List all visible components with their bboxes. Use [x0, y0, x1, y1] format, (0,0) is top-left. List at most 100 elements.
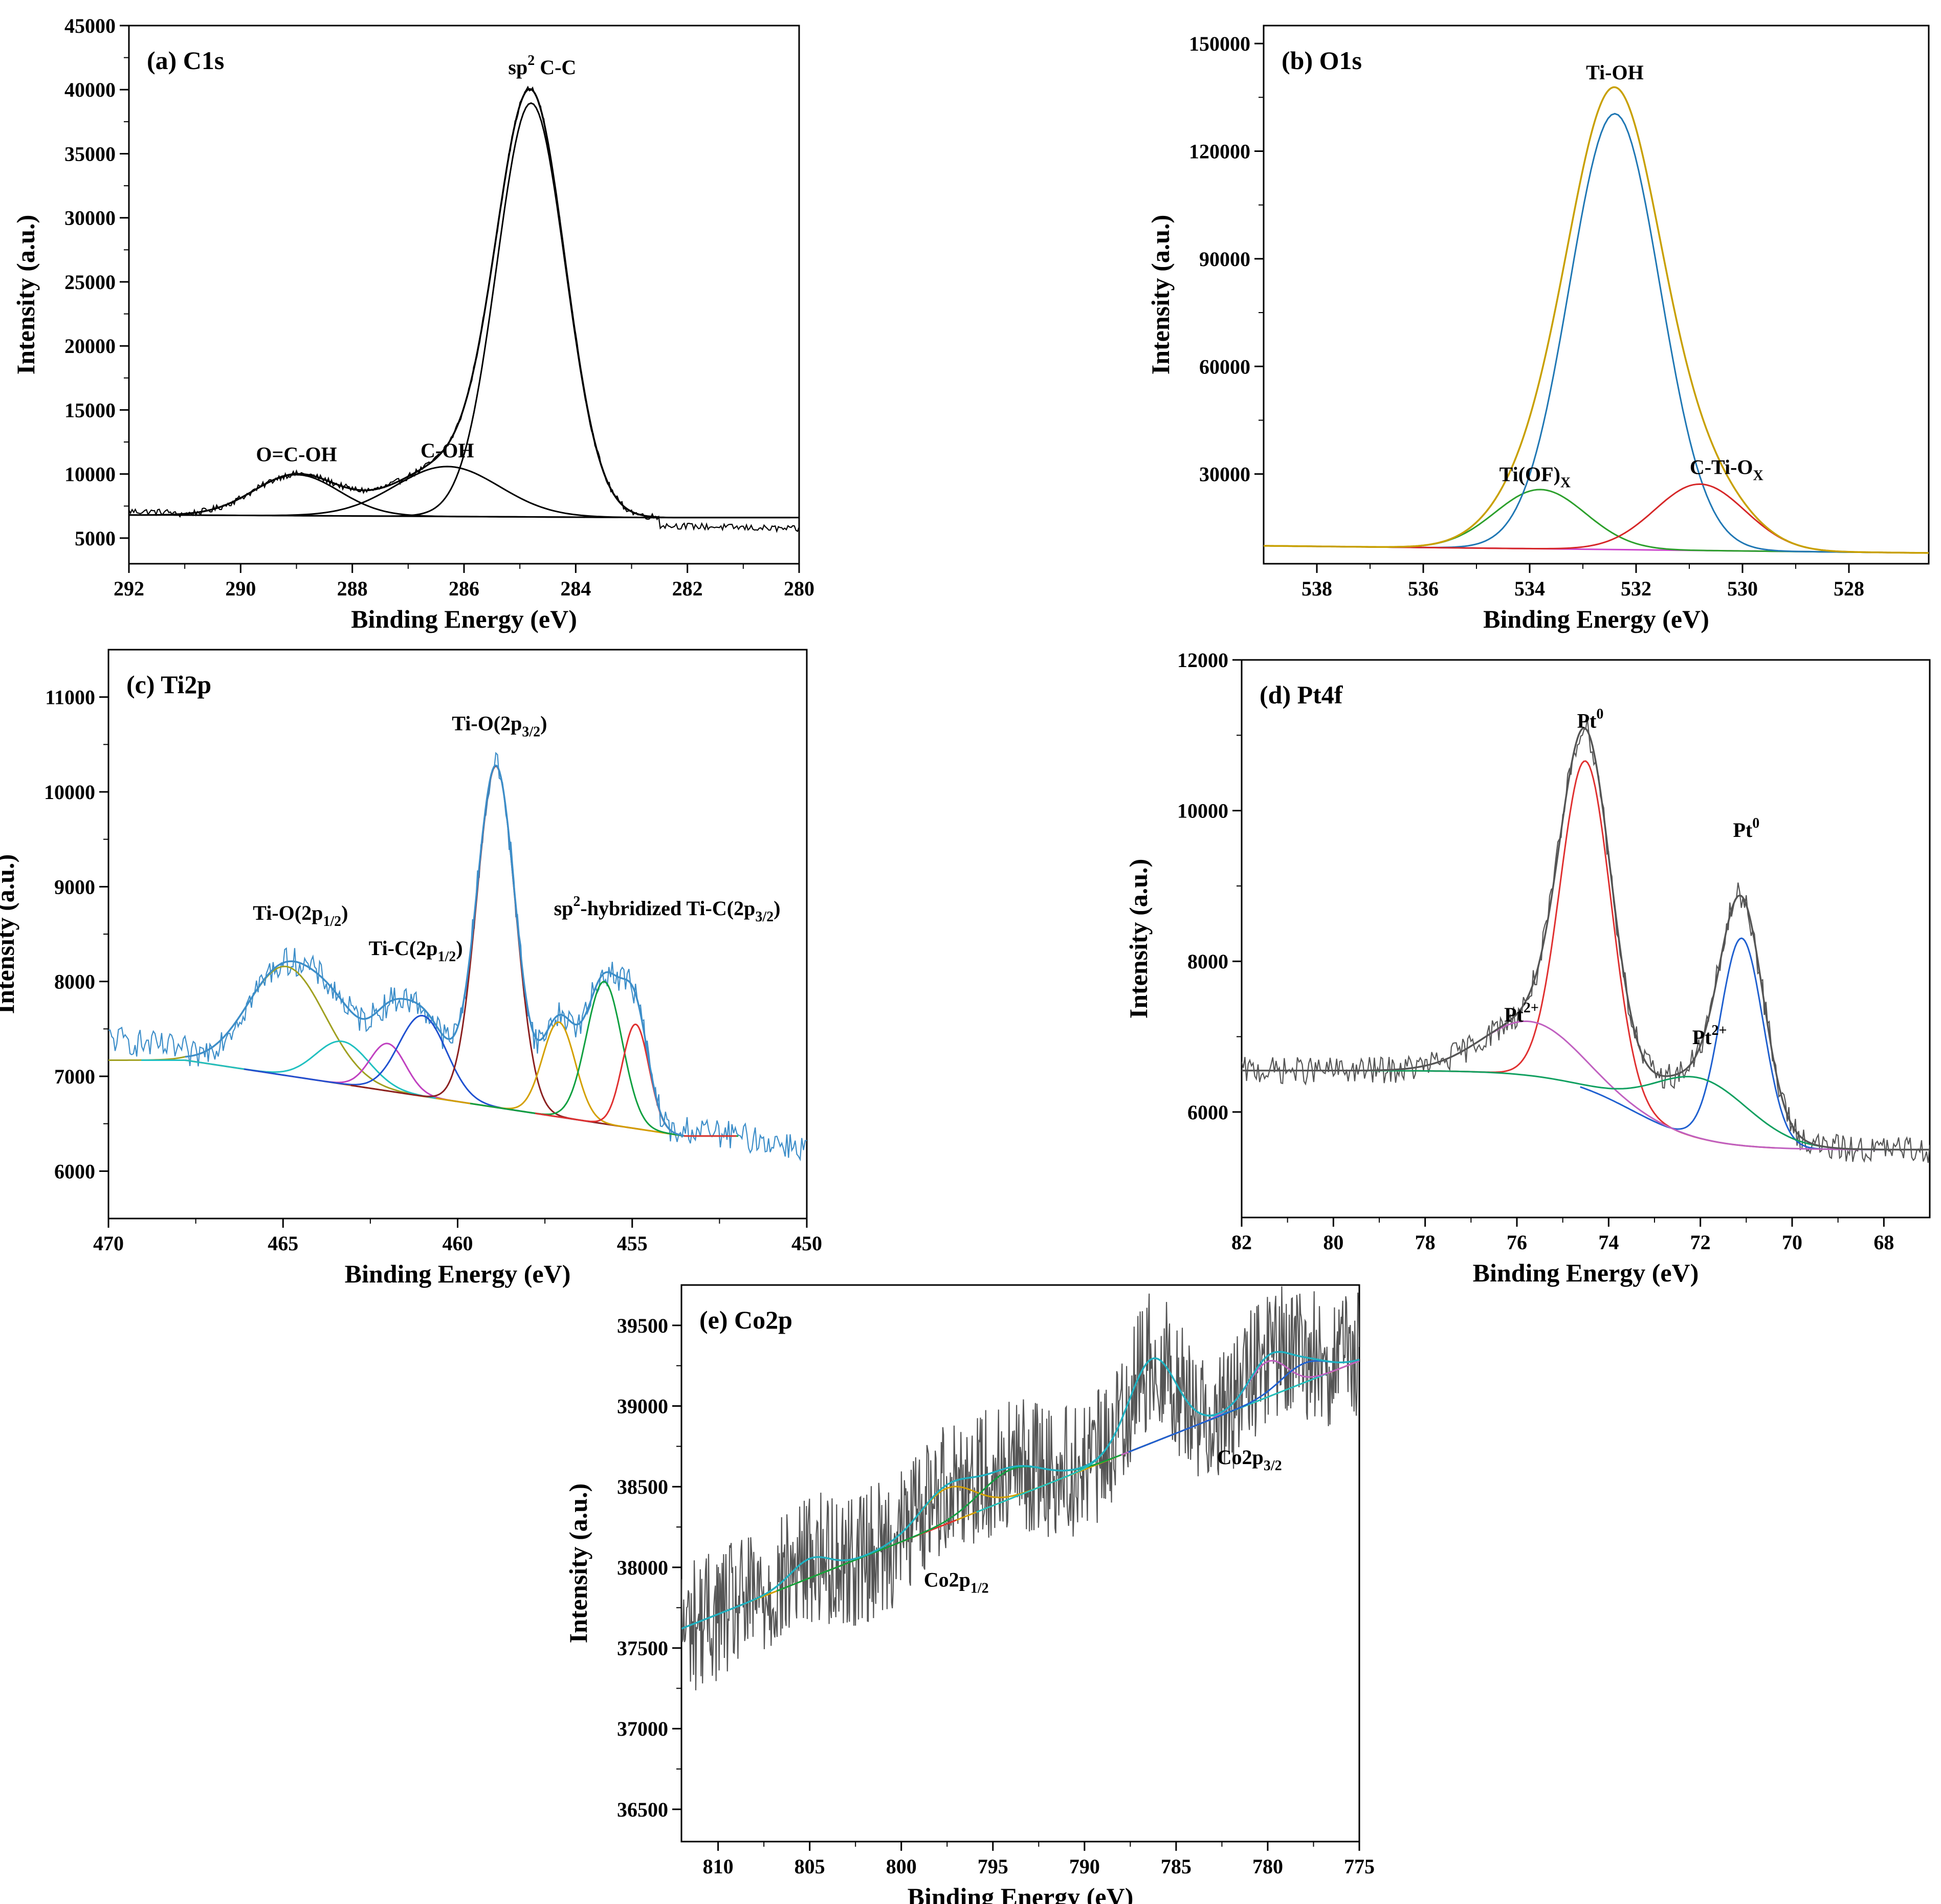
x-tick-label: 286 [449, 577, 479, 600]
y-tick-label: 60000 [1199, 355, 1250, 378]
y-tick-label: 35000 [64, 142, 116, 165]
panel-b: 538 536 534 532 530 528 30000 60000 90000 120000 1… [1146, 25, 1930, 633]
y-tick-label: 11000 [45, 686, 95, 709]
plot-frame [680, 1284, 1360, 1843]
x-tick-label: 282 [672, 577, 703, 600]
x-tick-label: 80 [1323, 1231, 1343, 1254]
component-peak [272, 102, 790, 519]
peak-label: Ti-C(2p1/2) [369, 937, 463, 965]
fit-envelope [174, 88, 658, 518]
y-tick-label: 30000 [64, 207, 116, 230]
fit-envelope [681, 1350, 1359, 1630]
x-tick-label: 450 [791, 1232, 822, 1255]
component-peak [1128, 1359, 1359, 1453]
y-tick-label: 40000 [64, 78, 116, 101]
panel-title: (e) Co2p [699, 1305, 792, 1334]
x-tick-label: 288 [337, 577, 368, 600]
plot-area [1242, 718, 1930, 1163]
x-tick-label: 780 [1252, 1855, 1283, 1878]
component-peak [1333, 1070, 1930, 1150]
y-tick-label: 38500 [617, 1475, 668, 1498]
y-tick-label: 12000 [1177, 649, 1228, 672]
x-axis-title: Binding Energy (eV) [345, 1259, 571, 1288]
y-tick-label: 20000 [64, 335, 116, 358]
y-tick-label: 8000 [54, 970, 95, 993]
peak-label: Pt0 [1733, 815, 1759, 842]
peak-label: O=C-OH [256, 443, 337, 466]
x-tick-label: 805 [795, 1855, 825, 1878]
peak-label: Pt0 [1577, 706, 1604, 733]
y-tick-label: 9000 [54, 875, 95, 898]
fit-envelope [185, 764, 685, 1137]
x-tick-label: 70 [1782, 1231, 1802, 1254]
y-tick-label: 25000 [64, 271, 116, 294]
x-axis-title: Binding Energy (eV) [908, 1883, 1134, 1904]
y-tick-label: 8000 [1187, 950, 1228, 973]
x-tick-label: 530 [1727, 577, 1758, 600]
y-tick-label: 37500 [617, 1637, 668, 1660]
peak-label: Ti(OF)X [1499, 463, 1571, 491]
x-tick-label: 460 [443, 1232, 473, 1255]
y-tick-label: 39000 [617, 1395, 668, 1418]
y-axis-title: Intensity (a.u.) [564, 1484, 592, 1644]
y-tick-label: 39500 [617, 1314, 668, 1337]
peak-label: Ti-O(2p1/2) [253, 901, 348, 929]
y-tick-label: 6000 [1187, 1101, 1228, 1124]
x-tick-label: 82 [1231, 1231, 1252, 1254]
peak-label: Co2p3/2 [1217, 1446, 1282, 1474]
plot-area [1264, 86, 1929, 554]
peak-label: sp2 C-C [508, 53, 576, 79]
x-tick-label: 465 [268, 1232, 298, 1255]
x-axis-title: Binding Energy (eV) [1473, 1258, 1699, 1287]
y-tick-label: 10000 [1177, 800, 1228, 823]
x-tick-label: 528 [1834, 577, 1864, 600]
panel-title: (a) C1s [147, 46, 224, 75]
x-tick-label: 538 [1302, 577, 1332, 600]
x-tick-label: 470 [93, 1232, 124, 1255]
peak-label: Ti-OH [1586, 61, 1644, 84]
x-tick-label: 78 [1415, 1231, 1436, 1254]
peak-label: Pt2+ [1504, 1000, 1539, 1026]
panel-a: 292 290 288 286 284 282 280 5000 10000 15000 20000… [11, 14, 814, 633]
y-tick-label: 7000 [54, 1065, 95, 1088]
x-tick-label: 280 [784, 577, 814, 600]
panel-e: 810 805 800 795 790 785 780 775 36500 37000 37500 3… [564, 1284, 1375, 1904]
y-tick-label: 36500 [617, 1798, 668, 1821]
plot-frame [1241, 659, 1931, 1219]
x-axis-title: Binding Energy (eV) [1483, 605, 1709, 633]
panel-title: (c) Ti2p [126, 670, 211, 699]
y-tick-label: 10000 [44, 781, 95, 804]
plot-area [108, 751, 807, 1162]
x-tick-label: 68 [1873, 1231, 1894, 1254]
panel-title: (d) Pt4f [1260, 680, 1343, 709]
x-tick-label: 72 [1690, 1231, 1711, 1254]
y-axis-title: Intensity (a.u.) [0, 854, 19, 1014]
y-axis-title: Intensity (a.u.) [1124, 859, 1153, 1019]
x-tick-label: 790 [1069, 1855, 1100, 1878]
y-tick-label: 15000 [64, 398, 116, 422]
peak-label: Pt2+ [1692, 1023, 1727, 1049]
y-tick-label: 10000 [64, 463, 116, 486]
x-tick-label: 536 [1408, 577, 1439, 600]
peak-label: C-Ti-OX [1690, 456, 1763, 484]
x-tick-label: 785 [1161, 1855, 1192, 1878]
x-tick-label: 532 [1621, 577, 1651, 600]
x-axis-title: Binding Energy (eV) [351, 605, 577, 633]
y-tick-label: 37000 [617, 1717, 668, 1740]
y-tick-label: 45000 [64, 14, 116, 37]
x-tick-label: 795 [978, 1855, 1008, 1878]
y-axis-title: Intensity (a.u.) [11, 215, 40, 375]
panel-title: (b) O1s [1282, 46, 1362, 75]
y-tick-label: 120000 [1189, 140, 1250, 163]
raw-spectrum [681, 1286, 1359, 1691]
peak-label: C-OH [421, 439, 474, 462]
y-tick-label: 5000 [75, 527, 116, 550]
x-tick-label: 284 [560, 577, 591, 600]
panel-d: 82 80 78 76 74 72 70 68 6000 8000 10000 12000 Bindin… [1124, 649, 1931, 1287]
component-peak [535, 1023, 737, 1137]
plot-frame [1263, 25, 1930, 565]
y-axis-title: Intensity (a.u.) [1146, 215, 1175, 375]
y-tick-label: 90000 [1199, 248, 1250, 271]
panel-c: 470 465 460 455 450 6000 7000 8000 9000 10000 1100… [0, 649, 822, 1288]
